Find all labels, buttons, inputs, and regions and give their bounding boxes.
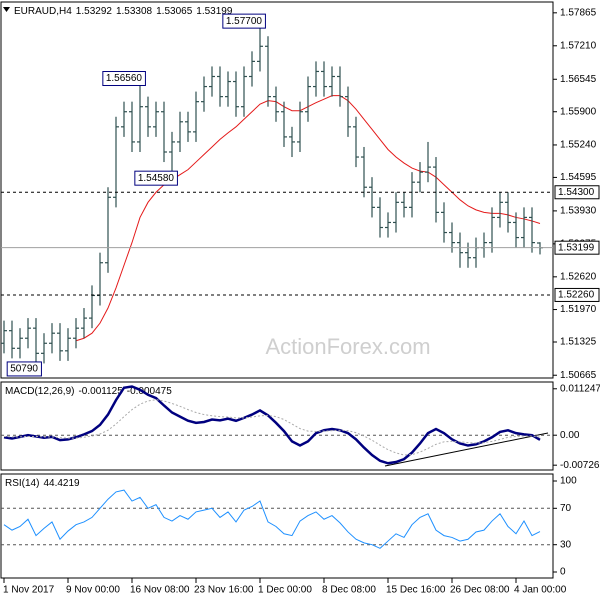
x-tick-label: 16 Nov 08:00 <box>130 585 190 596</box>
header-value: -0.001125 <box>78 386 123 397</box>
header-value: 44.4219 <box>43 478 80 489</box>
panel-title: RSI(14) <box>5 478 39 489</box>
indicator-line <box>3 489 541 549</box>
price-callout-box <box>134 170 178 186</box>
indicator-line <box>3 399 541 456</box>
y-tick-label: 1.57865 <box>560 7 597 18</box>
price-callout: 1.54580 <box>138 173 175 184</box>
price-callout-box <box>102 71 146 87</box>
header-low: 1.53065 <box>156 6 193 17</box>
y-tick-label: 70 <box>560 503 572 514</box>
x-tick-label: 8 Dec 08:00 <box>322 585 376 596</box>
indicator-line <box>3 385 541 465</box>
header-value: -0.000475 <box>127 386 172 397</box>
y-tick-label: 1.55900 <box>560 106 597 117</box>
macd-trendline <box>384 432 549 467</box>
header-close: 1.53199 <box>196 6 233 17</box>
y-tick-label: -0.007263 <box>560 460 600 471</box>
y-tick-label: 0 <box>560 567 566 578</box>
y-tick-label: 1.56545 <box>560 74 597 85</box>
y-tick-label: 1.51970 <box>560 304 597 315</box>
panel-header: EURAUD,H4 1.53292 1.53308 1.53065 1.53199 <box>14 6 233 17</box>
y-tick-label: 1.53930 <box>560 206 597 217</box>
panel-title: MACD(12,26,9) <box>5 386 74 397</box>
panel-frame <box>0 1 554 379</box>
price-callout-box <box>6 361 42 377</box>
panel-frame <box>0 381 554 471</box>
y-tick-label: 1.55240 <box>560 140 597 151</box>
current-price-box <box>554 240 600 255</box>
x-tick-label: 23 Nov 16:00 <box>194 585 254 596</box>
panel-header: RSI(14) 44.4219 <box>5 478 80 489</box>
price-callout: 50790 <box>10 364 38 375</box>
moving-average <box>75 95 541 342</box>
level-box <box>554 287 600 302</box>
panel-frame <box>0 473 554 579</box>
x-tick-label: 1 Nov 2017 <box>3 585 55 596</box>
x-tick-label: 26 Dec 08:00 <box>450 585 510 596</box>
level-box <box>554 185 600 200</box>
level-label: 1.54300 <box>558 187 595 198</box>
y-tick-label: 100 <box>560 476 577 487</box>
symbol-marker <box>3 7 10 12</box>
y-tick-label: 1.54595 <box>560 172 597 183</box>
y-tick-label: 0.00 <box>560 430 580 441</box>
y-tick-label: 30 <box>560 539 572 550</box>
watermark: ActionForex.com <box>265 334 430 359</box>
panel-title: EURAUD,H4 <box>14 6 72 17</box>
price-callout-box <box>222 13 266 29</box>
panel-header: MACD(12,26,9) -0.001125 -0.000475 <box>5 386 172 397</box>
x-tick-label: 15 Dec 16:00 <box>386 585 446 596</box>
y-tick-label: 1.51325 <box>560 337 597 348</box>
price-callout: 1.57700 <box>226 16 263 27</box>
price-callout: 1.56560 <box>106 73 143 84</box>
x-tick-label: 4 Jan 00:00 <box>514 585 567 596</box>
current-price-label: 1.53199 <box>558 242 595 253</box>
header-high: 1.53308 <box>116 6 153 17</box>
y-tick-label: 0.011247 <box>560 383 600 394</box>
header-open: 1.53292 <box>76 6 113 17</box>
x-tick-label: 9 Nov 00:00 <box>66 585 120 596</box>
x-tick-label: 1 Dec 00:00 <box>258 585 312 596</box>
y-tick-label: 1.57210 <box>560 40 597 51</box>
level-label: 1.52260 <box>558 290 595 301</box>
y-tick-label: 1.50665 <box>560 370 597 381</box>
y-tick-label: 1.52620 <box>560 271 597 282</box>
